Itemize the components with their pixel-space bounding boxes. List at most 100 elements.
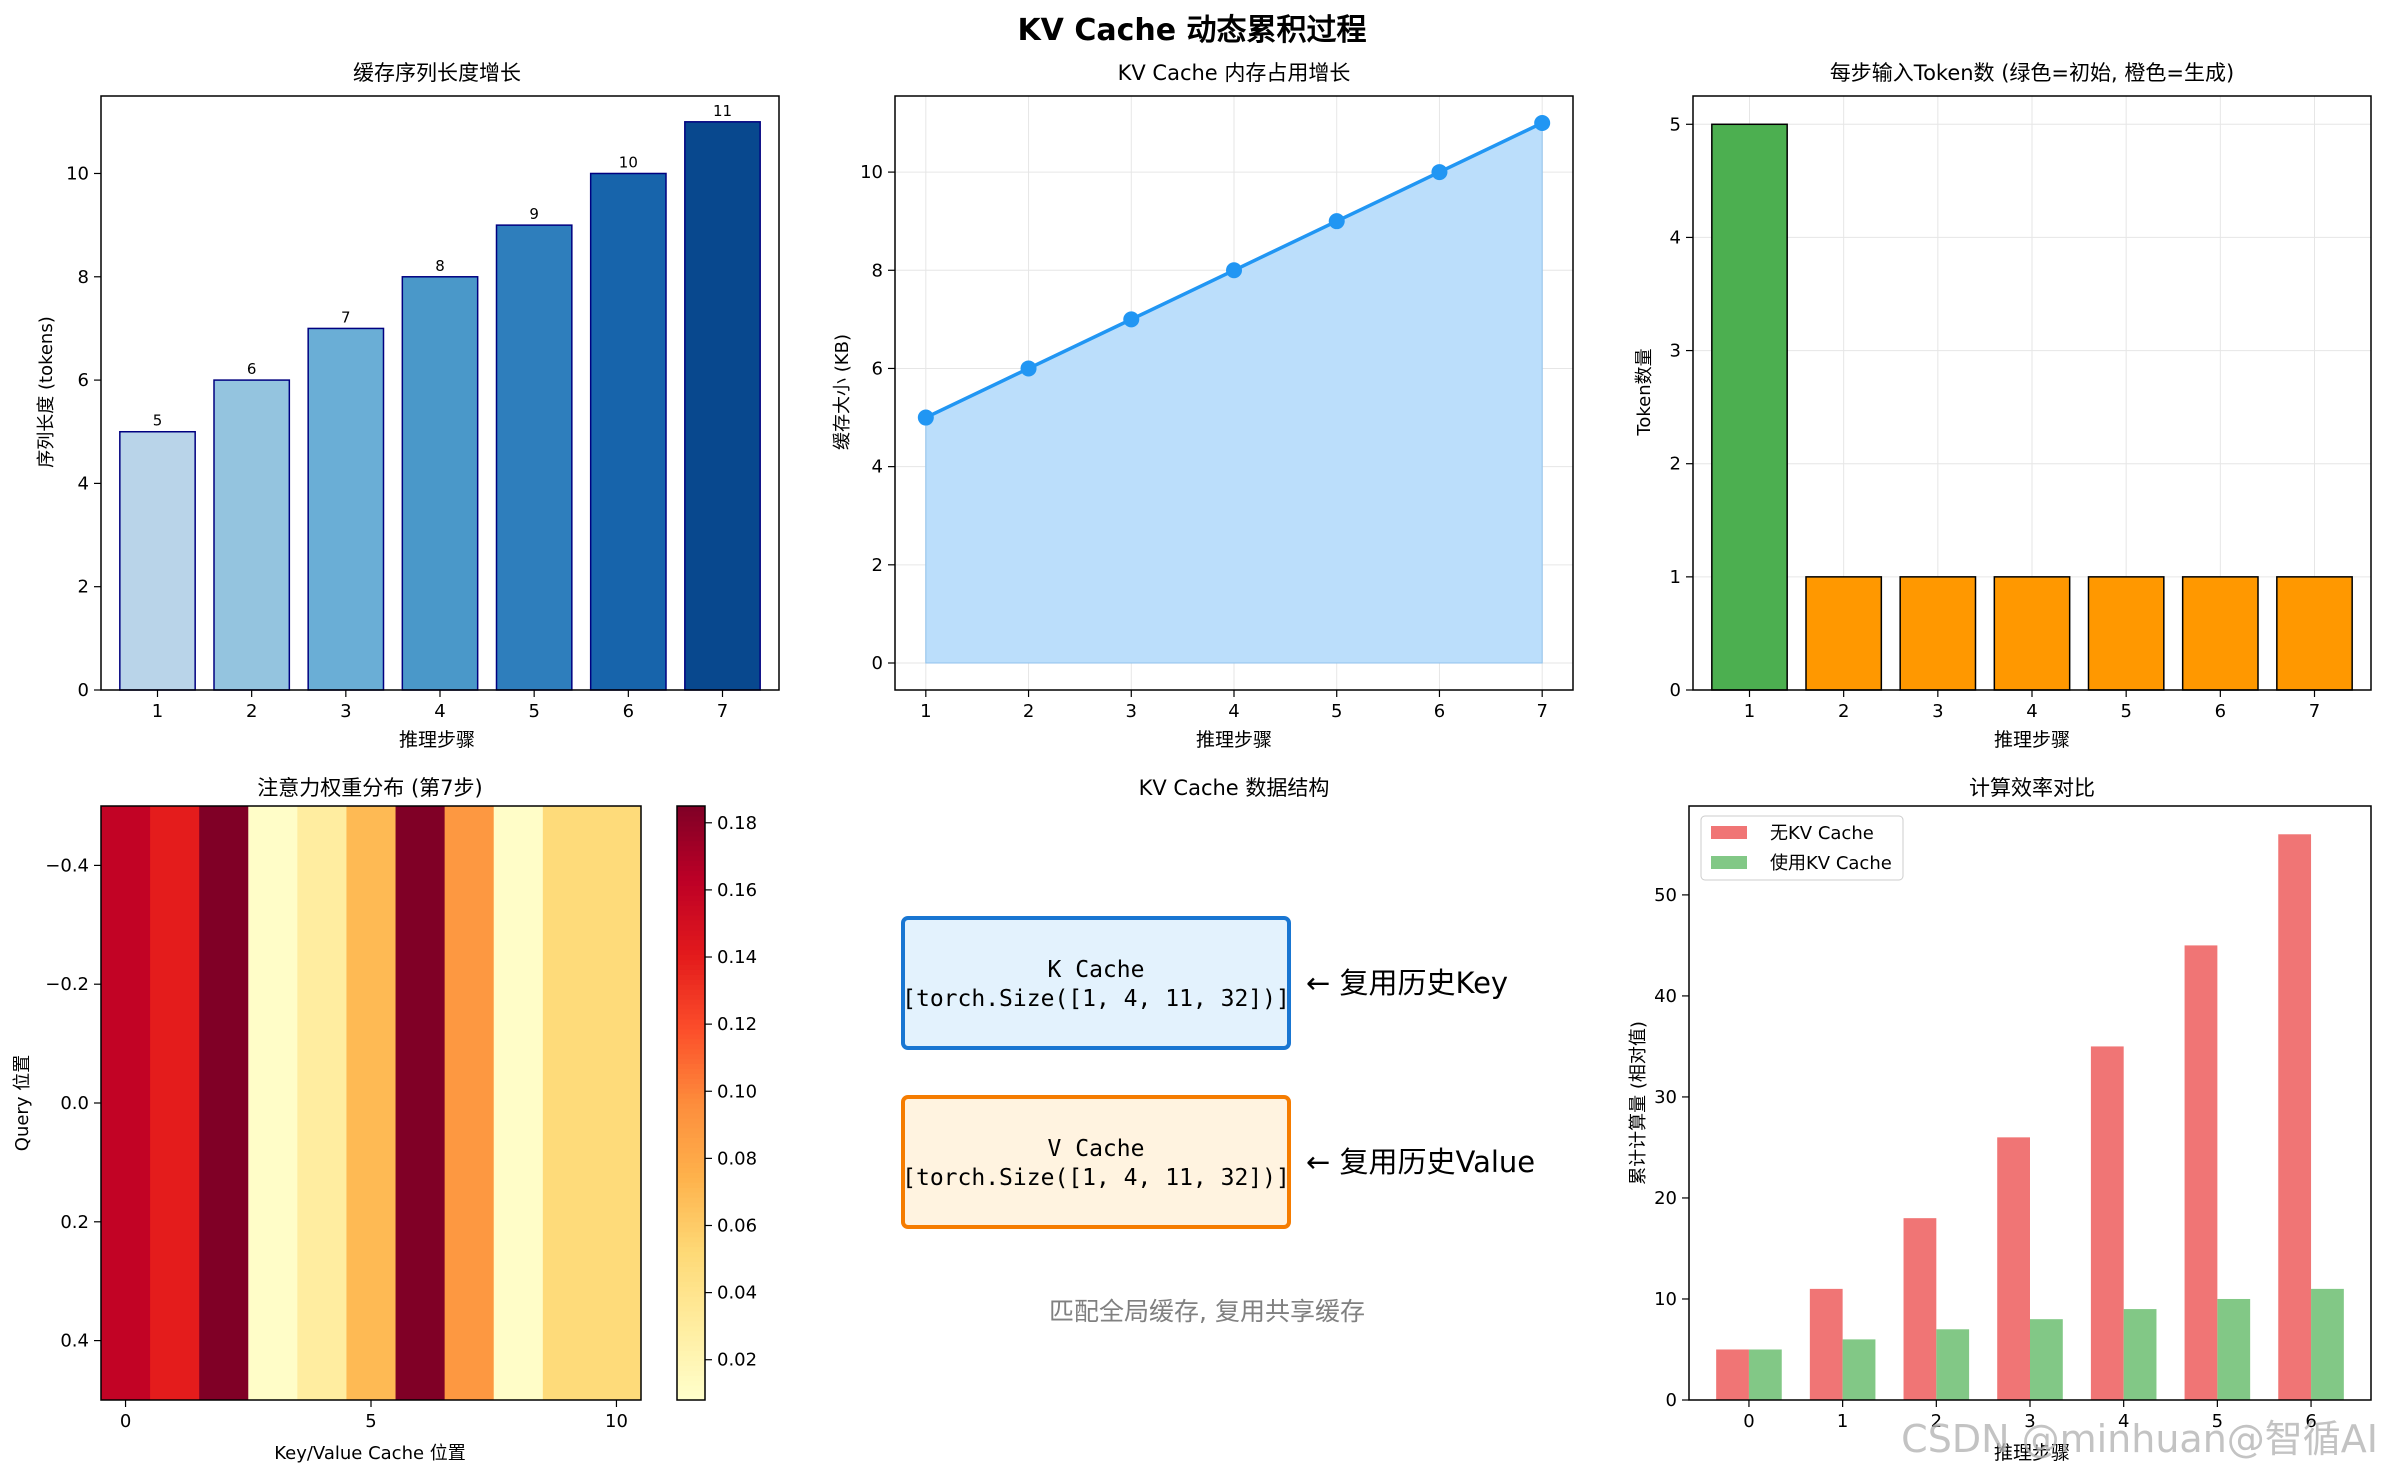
attention-heatmap-cell xyxy=(150,806,200,1400)
legend-label-no-cache: 无KV Cache xyxy=(1770,823,1874,844)
input-tokens-title: 每步输入Token数 (绿色=初始, 橙色=生成) xyxy=(1830,61,2234,85)
efficiency-xtick-label: 6 xyxy=(2305,1411,2316,1432)
attention-colorbar-segment xyxy=(677,924,705,931)
attention-colorbar-segment xyxy=(677,1043,705,1050)
input-tokens-axes-frame xyxy=(1692,95,2372,691)
memory-growth-point xyxy=(917,409,934,426)
seq-length-bar xyxy=(495,224,573,691)
attention-colorbar-segment xyxy=(677,1231,705,1238)
figure-title: KV Cache 动态累积过程 xyxy=(1017,13,1366,48)
input-tokens-xtick-label: 2 xyxy=(1838,701,1849,722)
seq-length-xtick-label: 4 xyxy=(434,701,445,722)
attention-colorbar-segment xyxy=(677,840,705,847)
seq-length-data-label: 9 xyxy=(529,205,539,223)
attention-colorbar-segment xyxy=(677,944,705,951)
memory-growth-axes-frame xyxy=(894,95,1574,691)
attention-colorbar-segment xyxy=(677,999,705,1005)
attention-colorbar-segment xyxy=(677,1390,705,1396)
attention-colorbar-segment xyxy=(677,1375,705,1381)
attention-colorbar-segment xyxy=(677,830,705,837)
memory-growth-title: KV Cache 内存占用增长 xyxy=(1118,61,1351,85)
attention-colorbar-segment xyxy=(677,959,705,965)
attention-colorbar-segment xyxy=(677,1063,705,1069)
attention-colorbar-segment xyxy=(677,860,705,866)
attention-colorbar-segment xyxy=(677,1305,705,1312)
efficiency-bar-no-cache xyxy=(1997,1137,2030,1400)
attention-heatmap-ytick-label: 0.0 xyxy=(60,1093,89,1114)
attention-colorbar-segment xyxy=(677,1157,705,1163)
efficiency-ylabel: 累计计算量 (相对值) xyxy=(1628,1021,1649,1185)
attention-colorbar-segment xyxy=(677,1107,705,1114)
attention-colorbar-segment xyxy=(677,1395,705,1401)
input-tokens-bar xyxy=(1993,576,2071,691)
attention-colorbar-segment xyxy=(677,1301,705,1307)
attention-colorbar-segment xyxy=(677,954,705,961)
attention-colorbar-segment xyxy=(677,880,705,886)
efficiency-bar-with-cache xyxy=(2311,1288,2344,1400)
efficiency-bar-no-cache xyxy=(2184,945,2218,1400)
attention-colorbar-segment xyxy=(677,1177,705,1183)
k-cache-shape: [torch.Size([1, 4, 11, 32])] xyxy=(902,986,1290,1012)
memory-growth-point xyxy=(1534,115,1551,131)
input-tokens-bar xyxy=(2181,576,2259,691)
efficiency-axes-frame xyxy=(1688,805,2372,1401)
memory-growth-point xyxy=(1020,360,1037,377)
attention-colorbar-segment xyxy=(677,1256,705,1262)
legend-label-with-cache: 使用KV Cache xyxy=(1770,853,1892,874)
attention-colorbar-segment xyxy=(677,1281,705,1287)
attention-colorbar-segment xyxy=(677,1162,705,1168)
attention-colorbar-segment xyxy=(677,1018,705,1025)
input-tokens-chart: 每步输入Token数 (绿色=初始, 橙色=生成) 推理步骤 Token数量 0… xyxy=(1634,61,2372,751)
attention-colorbar-segment xyxy=(677,815,705,822)
seq-length-xtick-label: 2 xyxy=(246,701,257,722)
seq-length-xtick-label: 6 xyxy=(623,701,634,722)
attention-colorbar-segment xyxy=(677,1127,705,1134)
attention-heatmap-xlabel: Key/Value Cache 位置 xyxy=(274,1443,466,1464)
attention-heatmap-axes-frame xyxy=(100,805,642,1401)
attention-colorbar-segment xyxy=(677,979,705,985)
seq-length-data-label: 11 xyxy=(713,102,732,120)
efficiency-bar-no-cache xyxy=(2090,1046,2124,1400)
attention-colorbar-frame xyxy=(676,805,706,1401)
attention-colorbar-segment xyxy=(677,1023,705,1030)
seq-length-data-label: 6 xyxy=(247,360,257,378)
attention-colorbar-segment xyxy=(677,845,705,852)
attention-colorbar-segment xyxy=(677,806,705,812)
seq-length-bar xyxy=(213,379,291,691)
attention-colorbar-segment xyxy=(677,1296,705,1302)
attention-colorbar-segment xyxy=(677,1211,705,1218)
attention-colorbar-segment xyxy=(677,1073,705,1079)
attention-colorbar-segment xyxy=(677,1291,705,1297)
attention-colorbar-segment xyxy=(677,1325,705,1332)
attention-colorbar-segment xyxy=(677,1310,705,1317)
watermark: CSDN @minhuan@智循AI xyxy=(1901,1417,2378,1461)
seq-length-xlabel: 推理步骤 xyxy=(399,729,475,751)
attention-colorbar-segment xyxy=(677,825,705,832)
input-tokens-ytick-label: 3 xyxy=(1670,341,1681,362)
efficiency-xtick-label: 2 xyxy=(1931,1411,1942,1432)
attention-colorbar-segment xyxy=(677,984,705,990)
efficiency-xtick-label: 0 xyxy=(1743,1411,1754,1432)
efficiency-xtick-label: 4 xyxy=(2118,1411,2129,1432)
seq-length-ytick-label: 8 xyxy=(78,267,89,288)
seq-length-data-label: 8 xyxy=(435,257,445,275)
attention-colorbar-segment xyxy=(677,1330,705,1337)
attention-colorbar-segment xyxy=(677,1058,705,1064)
attention-colorbar-segment xyxy=(677,1202,705,1208)
input-tokens-bar xyxy=(2087,576,2165,691)
attention-colorbar-segment xyxy=(677,1360,705,1366)
efficiency-bar-with-cache xyxy=(2217,1298,2251,1400)
input-tokens-ytick-label: 2 xyxy=(1670,454,1681,475)
attention-heatmap-ytick-label: 0.2 xyxy=(60,1212,89,1233)
seq-length-bar xyxy=(119,430,196,691)
attention-colorbar-segment xyxy=(677,1350,705,1357)
efficiency-ytick-label: 30 xyxy=(1654,1087,1677,1108)
memory-growth-xtick-label: 2 xyxy=(1023,701,1034,722)
input-tokens-xlabel: 推理步骤 xyxy=(1994,729,2070,751)
attention-colorbar-segment xyxy=(677,890,705,896)
efficiency-xtick-label: 5 xyxy=(2212,1411,2223,1432)
k-cache-box xyxy=(901,916,1291,1050)
attention-colorbar-segment xyxy=(677,1004,705,1010)
memory-growth-point xyxy=(1328,213,1345,230)
